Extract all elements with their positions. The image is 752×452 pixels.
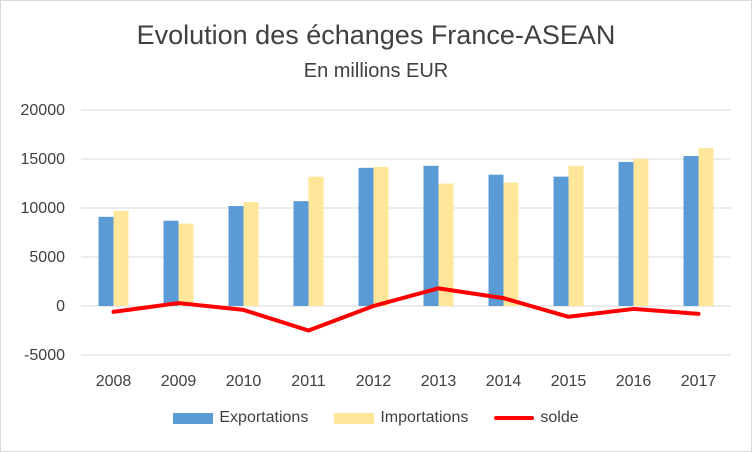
chart-subtitle: En millions EUR bbox=[303, 60, 449, 82]
bar-exportations-2017 bbox=[683, 156, 699, 306]
x-tick-label: 2017 bbox=[681, 373, 717, 390]
bar-importations-2015 bbox=[568, 165, 584, 306]
x-tick-label: 2016 bbox=[616, 373, 652, 390]
y-tick-label: -5000 bbox=[24, 347, 65, 364]
x-tick-label: 2011 bbox=[291, 373, 326, 390]
bar-exportations-2016 bbox=[618, 161, 634, 306]
y-tick-label: 0 bbox=[56, 298, 65, 315]
x-tick-label: 2014 bbox=[486, 373, 522, 390]
bar-exportations-2008 bbox=[98, 216, 114, 306]
legend-item-importations: Importations bbox=[334, 409, 468, 427]
bar-importations-2014 bbox=[503, 182, 519, 306]
bar-importations-2013 bbox=[438, 183, 454, 306]
y-tick-label: 5000 bbox=[29, 249, 65, 266]
bar-exportations-2013 bbox=[423, 165, 439, 306]
x-tick-label: 2013 bbox=[421, 373, 457, 390]
bar-importations-2012 bbox=[373, 166, 389, 306]
bar-exportations-2010 bbox=[228, 206, 244, 306]
x-tick-label: 2010 bbox=[226, 373, 262, 390]
bar-importations-2009 bbox=[178, 223, 194, 306]
legend-item-solde: solde bbox=[494, 409, 579, 427]
bar-importations-2010 bbox=[243, 202, 259, 306]
chart-title: Evolution des échanges France-ASEAN bbox=[136, 20, 616, 50]
bar-exportations-2011 bbox=[293, 201, 309, 306]
legend-line-solde bbox=[494, 416, 535, 420]
bar-exportations-2015 bbox=[553, 176, 569, 306]
bar-exportations-2012 bbox=[358, 167, 374, 306]
bar-exportations-2014 bbox=[488, 174, 504, 306]
bar-exportations-2009 bbox=[163, 220, 179, 306]
legend-label-exportations: Exportations bbox=[219, 409, 309, 426]
bar-importations-2017 bbox=[698, 148, 714, 306]
x-tick-label: 2009 bbox=[161, 373, 197, 390]
bar-importations-2008 bbox=[113, 210, 129, 306]
legend-swatch-exportations bbox=[173, 412, 214, 424]
y-tick-label: 15000 bbox=[21, 151, 66, 168]
legend-item-exportations: Exportations bbox=[173, 409, 308, 427]
line-solde bbox=[111, 286, 701, 333]
x-tick-label: 2008 bbox=[96, 373, 132, 390]
chart-legend: Exportations Importations solde bbox=[1, 409, 751, 427]
x-tick-label: 2015 bbox=[551, 373, 587, 390]
x-tick-label: 2012 bbox=[356, 373, 392, 390]
bar-importations-2011 bbox=[308, 176, 324, 306]
legend-label-importations: Importations bbox=[380, 409, 469, 426]
y-tick-label: 10000 bbox=[21, 200, 66, 217]
bar-importations-2016 bbox=[633, 159, 649, 306]
y-tick-label: 20000 bbox=[21, 102, 66, 119]
legend-swatch-importations bbox=[334, 412, 375, 424]
legend-label-solde: solde bbox=[540, 409, 579, 426]
